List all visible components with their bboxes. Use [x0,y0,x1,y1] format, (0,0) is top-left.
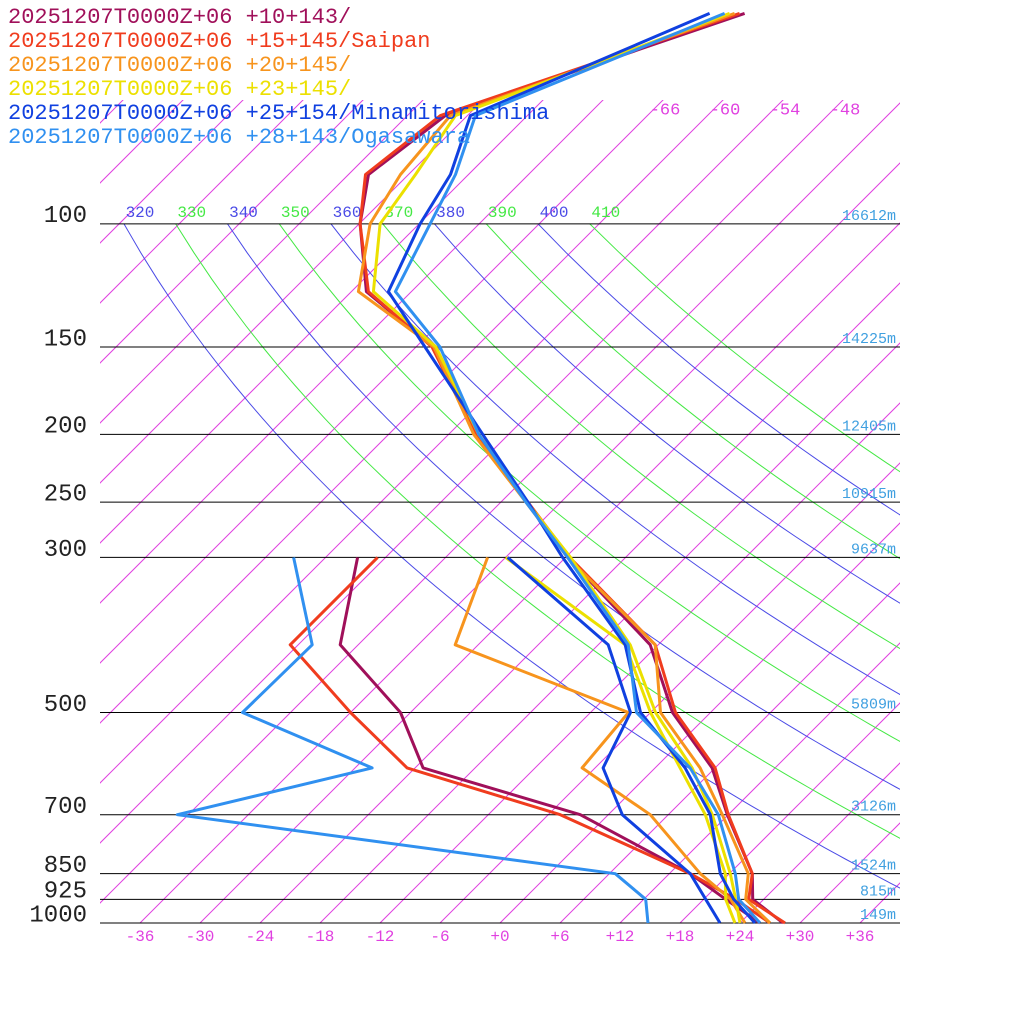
adiabat-label: 350 [281,204,310,222]
isotherm [679,702,900,923]
x-tick-label: +24 [726,928,755,946]
x-tick-label: -18 [306,928,335,946]
isotherm [439,462,900,923]
x-tick-label: -6 [430,928,449,946]
temperature-line [358,11,786,925]
isotherm [559,582,900,923]
isotherm [319,342,900,923]
height-label: 149m [860,907,896,924]
adiabat-label: 400 [540,204,569,222]
isotherm [100,100,424,424]
adiabat-label: 340 [229,204,258,222]
pressure-label: 300 [44,537,87,564]
legend-entry: 20251207T0000Z+06 +15+145/Saipan [8,29,430,54]
pressure-label: 150 [44,326,87,353]
pressure-label: 700 [44,794,87,821]
adiabat-label: 320 [126,204,155,222]
pressure-label: 100 [44,203,87,230]
x-tick-label: +0 [490,928,509,946]
isotherm [499,522,900,923]
height-label: 1524m [851,858,896,875]
adiabat [485,224,900,560]
x-tick-label: +12 [606,928,635,946]
dewpoint-line [338,557,761,925]
adiabat [433,224,900,604]
height-label: 815m [860,883,896,900]
temperature-line [371,11,742,924]
dewpoint-line [506,556,722,924]
legend-entry: 20251207T0000Z+06 +28+143/Ogasawara [8,125,470,150]
pressure-label: 200 [44,414,87,441]
isotherm-label: -60 [710,101,741,120]
adiabat-grid [123,224,900,889]
pressure-label: 1000 [29,902,87,929]
temperature-line [393,12,762,925]
isotherm [799,822,900,923]
isotherm [100,100,844,844]
x-tick-label: -24 [246,928,275,946]
legend-entry: 20251207T0000Z+06 +10+143/ [8,5,351,30]
x-tick-label: +30 [786,928,815,946]
height-label: 5809m [851,697,896,714]
isotherm [100,100,544,544]
isotherm [100,100,364,364]
adiabat [537,224,900,516]
isotherm [139,162,900,923]
height-label: 12405m [842,418,896,435]
adiabat-label: 390 [488,204,517,222]
adiabat [123,224,900,889]
height-label: 16612m [842,208,896,225]
isotherm-label: -54 [770,101,801,120]
isotherm [100,100,604,604]
adiabat-label: 380 [436,204,465,222]
temperature-line [356,11,772,925]
pressure-label: 925 [44,879,87,906]
isotherm [739,762,900,923]
pressure-label: 500 [44,692,87,719]
pressure-label: 850 [44,853,87,880]
legend-entry: 20251207T0000Z+06 +23+145/ [8,77,351,102]
isotherm [100,102,900,904]
isotherm [100,100,724,724]
x-tick-label: +18 [666,928,695,946]
isotherm [379,402,900,923]
x-tick-label: -36 [126,928,155,946]
isotherm-label: -48 [830,101,861,120]
dewpoint-line [288,556,771,925]
x-tick-label: +36 [846,928,875,946]
isotherm [100,100,304,304]
adiabat-label: 330 [177,204,206,222]
legend-entry: 20251207T0000Z+06 +25+154/Minamitorishim… [8,101,549,126]
dewpoint-line [175,557,650,924]
isotherm [100,100,184,184]
isotherm-grid [100,100,900,923]
adiabat [226,224,900,790]
isotherm [199,222,900,923]
height-label: 10915m [842,486,896,503]
adiabat [278,224,900,743]
adiabat [330,224,900,696]
height-label: 3126m [851,799,896,816]
adiabat-label: 410 [591,204,620,222]
height-label: 9637m [851,541,896,558]
adiabat [382,224,900,650]
x-tick-label: -12 [366,928,395,946]
x-tick-label: -30 [186,928,215,946]
adiabat-label: 360 [333,204,362,222]
legend-entry: 20251207T0000Z+06 +20+145/ [8,53,351,78]
isotherm [100,100,244,244]
isotherm [619,642,900,923]
pressure-label: 250 [44,481,87,508]
isotherm-label: -66 [650,101,681,120]
adiabat [175,224,900,839]
isotherm [100,100,784,784]
adiabat [589,224,900,473]
height-label: 14225m [842,331,896,348]
x-tick-label: +6 [550,928,569,946]
